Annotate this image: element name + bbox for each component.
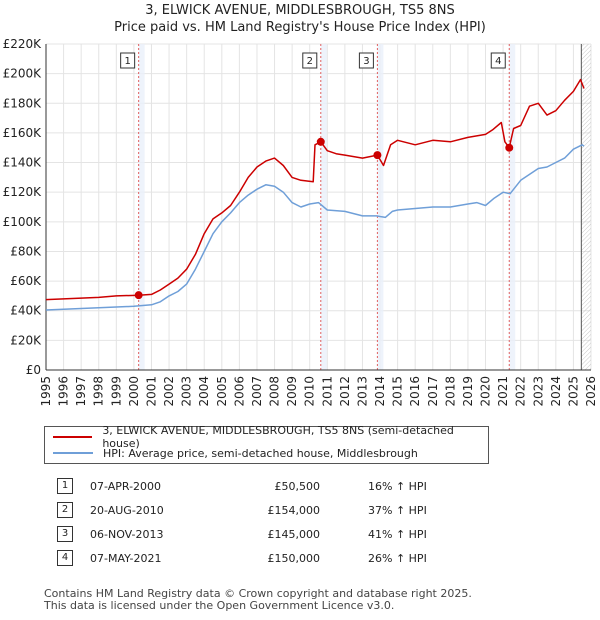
x-tick-label: 2003 [180,376,194,407]
x-tick-label: 2010 [303,376,317,407]
y-tick-label: £20K [10,333,42,347]
chart-subtitle: Price paid vs. HM Land Registry's House … [114,20,486,35]
footer-line-1: Contains HM Land Registry data © Crown c… [44,587,472,600]
y-tick-label: £160K [3,126,43,140]
sale-number: 2 [57,502,73,518]
property-series-line [45,78,585,301]
x-tick-label: 1995 [39,376,53,407]
x-tick-label: 2014 [373,376,387,407]
forecast-region [581,44,591,370]
footer-line-2: This data is licensed under the Open Gov… [44,599,395,612]
sale-label-box-3 [358,52,374,69]
sale-date: 07-APR-2000 [90,479,162,493]
x-tick-label: 2009 [285,376,299,407]
x-tick-label: 2012 [338,376,352,407]
legend-swatch-hpi [53,452,93,454]
sale-hpi-diff: 37% ↑ HPI [368,503,427,517]
table-row: 2 20-AUG-2010 £154,000 37% ↑ HPI [40,498,498,522]
y-tick-label: £100K [3,215,43,229]
x-tick-label: 2019 [461,376,475,407]
plot-area [46,44,591,370]
x-tick-label: 2016 [408,376,422,407]
x-tick-label: 2021 [496,376,510,407]
sale-label-box-4 [490,52,506,69]
y-tick-label: £0 [26,363,41,377]
x-tick-label: 1996 [57,376,71,407]
y-tick-label: £220K [3,37,43,51]
x-tick-label: 2000 [127,376,141,407]
x-tick-label: 2011 [320,376,334,407]
sale-label-1: 1 [124,56,130,67]
sales-table: 1 07-APR-2000 £50,500 16% ↑ HPI 2 20-AUG… [40,474,498,570]
hpi-series-line [45,144,585,311]
sale-date: 06-NOV-2013 [90,527,164,541]
x-tick-label: 2004 [197,376,211,407]
x-tick-label: 2023 [531,376,545,407]
price-chart: £0 £20K £40K £60K £80K £100K £120K £140K £160K £1… [3,37,598,407]
legend-label-hpi: HPI: Average price, semi-detached house,… [103,446,418,460]
y-tick-label: £180K [3,96,43,110]
x-tick-label: 2017 [426,376,440,407]
x-tick-label: 2008 [268,376,282,407]
y-tick-label: £200K [3,67,43,81]
table-row: 1 07-APR-2000 £50,500 16% ↑ HPI [40,474,498,498]
sale-point-1 [134,291,143,300]
y-tick-label: £40K [10,304,42,318]
x-tick-label: 2025 [566,376,580,407]
sale-number: 1 [57,478,73,494]
x-tick-label: 2013 [355,376,369,407]
sale-hpi-diff: 16% ↑ HPI [368,479,427,493]
y-tick-label: £60K [10,274,42,288]
chart-title: 3, ELWICK AVENUE, MIDDLESBROUGH, TS5 8NS [145,3,455,18]
x-tick-label: 2006 [232,376,246,407]
legend-item-hpi: HPI: Average price, semi-detached house,… [53,445,418,461]
x-tick-label: 2007 [250,376,264,407]
x-tick-label: 1999 [109,376,123,407]
sale-label-box-2 [302,52,318,69]
x-tick-label: 2022 [514,376,528,407]
sale-price: £50,500 [274,479,321,493]
sale-label-2: 2 [307,56,313,67]
sale-label-4: 4 [495,56,501,67]
legend-item-property: 3, ELWICK AVENUE, MIDDLESBROUGH, TS5 8NS… [53,424,488,450]
sale-shade-1 [138,44,145,370]
x-tick-label: 2005 [215,376,229,407]
x-tick-label: 2002 [162,376,176,407]
x-tick-label: 2026 [584,376,598,407]
x-tick-label: 2018 [443,376,457,407]
table-row: 4 07-MAY-2021 £150,000 26% ↑ HPI [40,546,498,570]
legend: 3, ELWICK AVENUE, MIDDLESBROUGH, TS5 8NS… [44,424,489,464]
x-tick-label: 1997 [74,376,88,407]
sale-hpi-diff: 26% ↑ HPI [368,551,427,565]
sale-hpi-diff: 41% ↑ HPI [368,527,427,541]
sale-point-2 [316,137,325,146]
sale-label-box-1 [120,52,136,69]
legend-swatch-property [53,436,93,438]
sale-point-4 [505,143,514,152]
sale-price: £154,000 [267,503,321,517]
sale-number: 4 [57,550,73,566]
y-tick-label: £120K [3,185,43,199]
x-tick-label: 2020 [479,376,493,407]
x-tick-label: 2015 [391,376,405,407]
y-tick-label: £80K [10,244,42,258]
sale-number: 3 [57,526,73,542]
sale-price: £145,000 [267,527,321,541]
sale-label-3: 3 [363,56,369,67]
footer: Contains HM Land Registry data © Crown c… [44,588,472,612]
x-tick-label: 2024 [549,376,563,407]
y-tick-label: £140K [3,156,43,170]
x-tick-label: 2001 [144,376,158,407]
legend-label-property: 3, ELWICK AVENUE, MIDDLESBROUGH, TS5 8NS… [102,424,454,450]
sale-shade-3 [377,44,384,370]
sale-date: 20-AUG-2010 [90,503,164,517]
table-row: 3 06-NOV-2013 £145,000 41% ↑ HPI [40,522,498,546]
sale-shade-4 [509,44,516,370]
x-tick-label: 1998 [92,376,106,407]
sale-date: 07-MAY-2021 [90,551,162,565]
sale-point-3 [373,151,382,160]
sale-price: £150,000 [267,551,321,565]
